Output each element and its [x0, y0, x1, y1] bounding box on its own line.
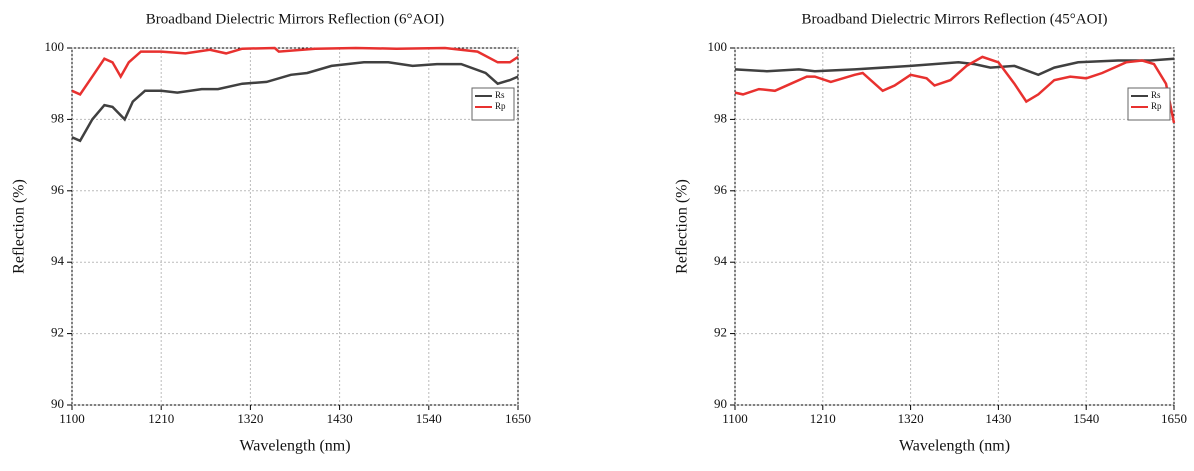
legend-label: Rs [1151, 90, 1161, 100]
y-tick-label: 92 [51, 325, 64, 340]
y-tick-label: 94 [51, 253, 65, 268]
legend-box [1127, 87, 1171, 121]
x-tick-label: 1430 [985, 411, 1011, 426]
y-tick-label: 96 [51, 182, 65, 197]
chart-title: Broadband Dielectric Mirrors Reflection … [802, 11, 1108, 27]
x-tick-label: 1540 [1073, 411, 1099, 426]
x-axis-label: Wavelength (nm) [899, 438, 1010, 455]
x-tick-label: 1210 [148, 411, 174, 426]
legend-label: Rs [495, 90, 505, 100]
x-tick-label: 1650 [1161, 411, 1187, 426]
data-line [71, 61, 519, 143]
legend-label: Rp [495, 101, 506, 111]
plot-frame [734, 47, 1175, 406]
x-tick-label: 1650 [505, 411, 531, 426]
x-tick-label: 1100 [59, 411, 85, 426]
y-tick-label: 90 [714, 396, 727, 411]
y-axis-label: Reflection (%) [11, 179, 28, 274]
x-axis-label: Wavelength (nm) [239, 438, 350, 455]
data-line [734, 57, 1175, 77]
y-tick-label: 100 [708, 39, 728, 54]
x-tick-label: 1100 [722, 411, 748, 426]
data-line [734, 55, 1176, 124]
legend-box [471, 87, 515, 121]
y-tick-label: 92 [714, 325, 727, 340]
legend-label: Rp [1151, 101, 1162, 111]
y-tick-label: 98 [714, 110, 727, 125]
y-tick-label: 96 [714, 182, 728, 197]
x-tick-label: 1210 [810, 411, 836, 426]
x-tick-label: 1430 [327, 411, 353, 426]
y-tick-label: 90 [51, 396, 64, 411]
y-tick-label: 98 [51, 110, 64, 125]
x-tick-label: 1320 [898, 411, 924, 426]
y-tick-label: 100 [45, 39, 65, 54]
data-line [71, 46, 519, 96]
y-axis-label: Reflection (%) [674, 179, 691, 274]
x-tick-label: 1320 [237, 411, 263, 426]
plot-frame [71, 47, 519, 406]
x-tick-label: 1540 [416, 411, 442, 426]
y-tick-label: 94 [714, 253, 728, 268]
chart-title: Broadband Dielectric Mirrors Reflection … [146, 11, 444, 27]
